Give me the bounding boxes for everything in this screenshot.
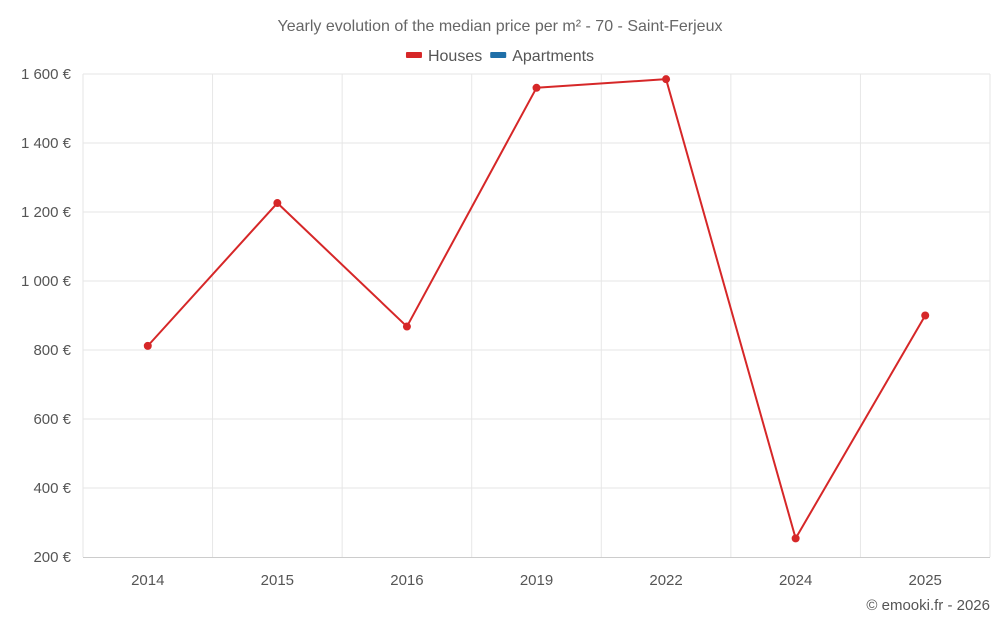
y-tick-label: 600 € [33,411,71,428]
y-axis-tick-labels: 200 € 400 € 600 € 800 € 1 000 € 1 200 € 1 400 … [21,66,72,566]
legend-item[interactable]: Apartments [490,48,594,65]
y-grid [83,73,990,489]
x-tick-label: 2016 [390,572,423,589]
y-tick-label: 200 € [33,549,71,566]
x-tick-label: 2024 [779,572,812,589]
legend-label: Apartments [512,48,594,65]
y-tick-label: 400 € [33,480,71,497]
series-line[interactable] [147,78,927,540]
legend-item[interactable]: Houses [405,48,482,65]
x-tick-label: 2015 [261,572,294,589]
data-point[interactable] [273,199,282,208]
x-tick-label: 2025 [909,572,942,589]
y-tick-label: 1 400 € [21,135,72,152]
y-tick-label: 1 000 € [21,273,72,290]
data-point[interactable] [921,311,930,320]
x-grid [82,74,991,557]
y-tick-label: 1 600 € [21,66,72,83]
y-tick-label: 800 € [33,342,71,359]
chart-title: Yearly evolution of the median price per… [278,18,723,35]
data-point[interactable] [143,341,152,350]
legend-swatch [405,52,422,58]
data-point[interactable] [662,75,671,84]
legend-label: Houses [428,48,482,65]
x-tick-label: 2019 [520,572,553,589]
legend-swatch [490,52,507,58]
x-tick-label: 2022 [649,572,682,589]
x-axis-tick-labels: 2014 2015 2016 2019 2022 2024 2025 [131,572,942,589]
series-layer[interactable] [143,75,930,543]
data-point[interactable] [532,83,541,92]
legend[interactable]: Houses Apartments [405,48,594,65]
data-point[interactable] [402,322,411,331]
x-tick-label: 2014 [131,572,164,589]
data-point[interactable] [791,534,800,543]
credits-text[interactable]: © emooki.fr - 2026 [866,597,990,614]
y-tick-label: 1 200 € [21,204,72,221]
